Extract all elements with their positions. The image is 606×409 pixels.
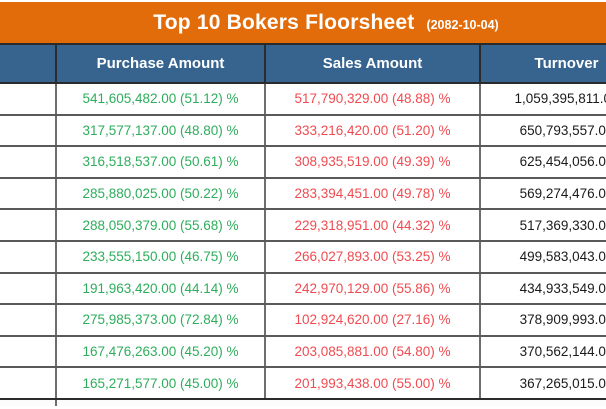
turnover-cell: 499,583,043.00 <box>479 240 606 274</box>
turnover-cell: 650,793,557.00 <box>479 114 606 148</box>
broker-cell <box>0 367 56 400</box>
table-row: 165,271,577.00 (45.00) % 201,993,438.00 … <box>0 367 606 400</box>
column-header-purchase-amount: Purchase Amount <box>55 45 265 84</box>
sales-amount-cell: 266,027,893.00 (53.25) % <box>264 240 480 274</box>
table-row: 316,518,537.00 (50.61) % 308,935,519.00 … <box>0 146 606 179</box>
turnover-cell: 367,265,015.00 <box>479 367 606 400</box>
sales-amount-cell: 308,935,519.00 (49.39) % <box>264 146 480 179</box>
table-row: 288,050,379.00 (55.68) % 229,318,951.00 … <box>0 209 606 242</box>
purchase-amount-cell: 233,555,150.00 (46.75) % <box>55 240 265 274</box>
sales-amount-cell: 333,216,420.00 (51.20) % <box>264 114 480 148</box>
sales-amount-cell: 283,394,451.00 (49.78) % <box>264 177 480 211</box>
sales-amount-cell: 229,318,951.00 (44.32) % <box>264 209 480 242</box>
title-bar: Top 10 Bokers Floorsheet (2082-10-04) <box>0 2 606 45</box>
purchase-amount-cell: 541,605,482.00 (51.12) % <box>55 83 265 116</box>
turnover-cell: 1,059,395,811.00 <box>479 83 606 116</box>
turnover-cell: 434,933,549.00 <box>479 272 606 306</box>
turnover-cell: 625,454,056.00 <box>479 146 606 179</box>
broker-cell <box>0 272 56 306</box>
table-row: 191,963,420.00 (44.14) % 242,970,129.00 … <box>0 272 606 306</box>
page-title: Top 10 Bokers Floorsheet <box>153 10 415 34</box>
purchase-amount-cell: 165,271,577.00 (45.00) % <box>55 367 265 400</box>
purchase-amount-cell: 288,050,379.00 (55.68) % <box>55 209 265 242</box>
broker-cell <box>0 114 56 148</box>
turnover-cell: 370,562,144.00 <box>479 335 606 369</box>
sales-amount-cell: 102,924,620.00 (27.16) % <box>264 304 480 337</box>
sales-amount-cell: 517,790,329.00 (48.88) % <box>264 83 480 116</box>
sales-amount-cell: 203,085,881.00 (54.80) % <box>264 335 480 369</box>
table-row: 275,985,373.00 (72.84) % 102,924,620.00 … <box>0 304 606 337</box>
column-header-broker <box>0 45 56 84</box>
title-date: (2082-10-04) <box>426 17 499 32</box>
table-row: 167,476,263.00 (45.20) % 203,085,881.00 … <box>0 335 606 369</box>
purchase-amount-cell: 191,963,420.00 (44.14) % <box>55 272 265 306</box>
purchase-amount-cell: 285,880,025.00 (50.22) % <box>55 177 265 211</box>
broker-cell <box>0 335 56 369</box>
table-row: 285,880,025.00 (50.22) % 283,394,451.00 … <box>0 177 606 211</box>
column-header-turnover: Turnover <box>479 45 606 84</box>
turnover-cell: 378,909,993.00 <box>479 304 606 337</box>
purchase-amount-cell: 316,518,537.00 (50.61) % <box>55 146 265 179</box>
table-row: 541,605,482.00 (51.12) % 517,790,329.00 … <box>0 83 606 116</box>
purchase-amount-cell: 167,476,263.00 (45.20) % <box>55 335 265 369</box>
purchase-amount-cell: 317,577,137.00 (48.80) % <box>55 114 265 148</box>
broker-cell <box>0 83 56 116</box>
broker-cell <box>0 304 56 337</box>
column-divider-line <box>55 399 57 406</box>
sales-amount-cell: 201,993,438.00 (55.00) % <box>264 367 480 400</box>
next-row-sliver <box>0 399 606 406</box>
broker-floorsheet-table: Purchase Amount Sales Amount Turnover 54… <box>0 45 606 400</box>
header-row: Purchase Amount Sales Amount Turnover <box>0 45 606 84</box>
table-row: 317,577,137.00 (48.80) % 333,216,420.00 … <box>0 114 606 148</box>
top-margin-strip <box>0 0 606 2</box>
column-header-sales-amount: Sales Amount <box>264 45 480 84</box>
broker-cell <box>0 146 56 179</box>
table-row: 233,555,150.00 (46.75) % 266,027,893.00 … <box>0 240 606 274</box>
turnover-cell: 517,369,330.00 <box>479 209 606 242</box>
sales-amount-cell: 242,970,129.00 (55.86) % <box>264 272 480 306</box>
turnover-cell: 569,274,476.00 <box>479 177 606 211</box>
purchase-amount-cell: 275,985,373.00 (72.84) % <box>55 304 265 337</box>
broker-cell <box>0 177 56 211</box>
broker-cell <box>0 209 56 242</box>
broker-cell <box>0 240 56 274</box>
